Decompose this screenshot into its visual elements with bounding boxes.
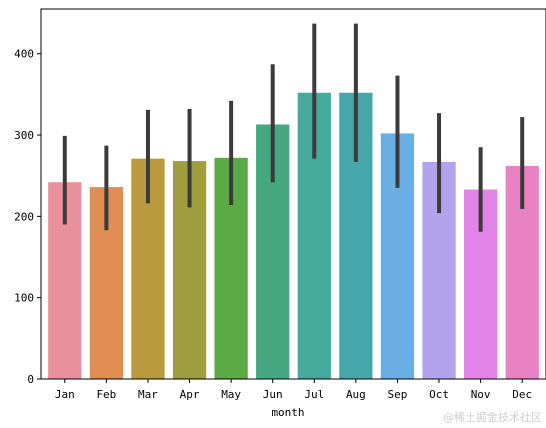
bars-layer (48, 92, 539, 379)
y-axis: 0 100 200 300 400 (14, 48, 41, 386)
y-tick-label-400: 400 (14, 48, 34, 61)
x-tick-label-jul: Jul (304, 388, 324, 401)
x-tick-label-apr: Apr (180, 388, 200, 401)
y-tick-label-300: 300 (14, 129, 34, 142)
errorbars-layer (62, 23, 525, 232)
watermark: @稀土掘金技术社区 (443, 410, 542, 424)
x-tick-label-mar: Mar (138, 388, 158, 401)
x-tick-label-may: May (221, 388, 241, 401)
x-tick-label-sep: Sep (388, 388, 408, 401)
x-tick-label-jan: Jan (55, 388, 75, 401)
y-tick-label-200: 200 (14, 210, 34, 223)
x-tick-label-dec: Dec (512, 388, 532, 401)
x-tick-label-nov: Nov (471, 388, 491, 401)
y-tick-label-100: 100 (14, 292, 34, 305)
x-tick-label-aug: Aug (346, 388, 366, 401)
x-tick-label-feb: Feb (96, 388, 116, 401)
plot-frame (40, 8, 546, 380)
y-tick-label-0: 0 (27, 373, 34, 386)
x-tick-label-jun: Jun (263, 388, 283, 401)
x-tick-label-oct: Oct (429, 388, 449, 401)
x-axis: Jan Feb Mar Apr May Jun Jul Aug Sep Oct Nov Dec (55, 379, 532, 401)
x-axis-label: month (271, 406, 304, 419)
